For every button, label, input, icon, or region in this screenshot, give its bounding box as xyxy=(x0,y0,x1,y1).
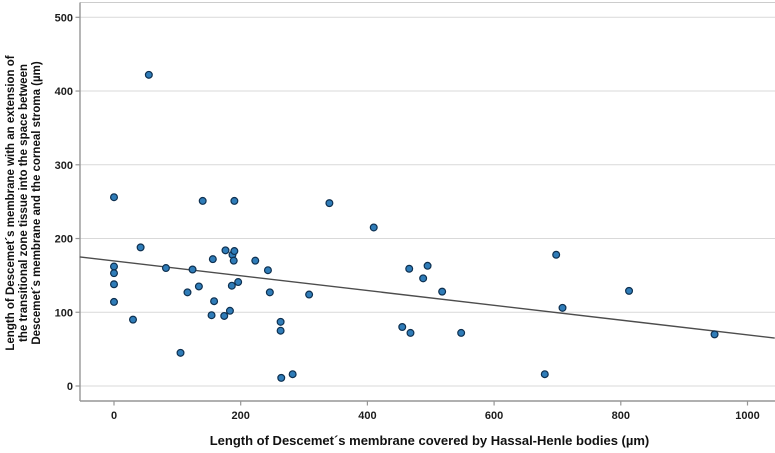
x-tick-label: 1000 xyxy=(735,410,759,422)
data-point xyxy=(263,266,272,275)
data-point xyxy=(161,264,170,273)
data-point xyxy=(230,196,239,205)
y-axis-title-line: Length of Descemet´s membrane with an ex… xyxy=(5,55,17,350)
data-point xyxy=(305,290,314,299)
data-point xyxy=(194,282,203,291)
data-point xyxy=(183,288,192,297)
data-point xyxy=(234,278,243,287)
data-point xyxy=(558,303,567,312)
data-point xyxy=(423,261,432,270)
data-point xyxy=(109,262,118,271)
data-point xyxy=(265,288,274,297)
data-point xyxy=(221,246,230,255)
data-point xyxy=(109,269,118,278)
data-point xyxy=(457,328,466,337)
x-axis-title: Length of Descemet´s membrane covered by… xyxy=(210,433,650,448)
data-point xyxy=(198,196,207,205)
data-point xyxy=(419,274,428,283)
data-point xyxy=(188,265,197,274)
data-point xyxy=(109,193,118,202)
y-tick-label: 300 xyxy=(55,160,73,172)
data-point xyxy=(288,370,297,379)
y-tick-label: 500 xyxy=(55,12,73,24)
data-point xyxy=(210,297,219,306)
data-point xyxy=(438,287,447,296)
data-point xyxy=(276,326,285,335)
data-point xyxy=(405,264,414,273)
data-point xyxy=(325,199,334,208)
y-axis-title-line: Descemet´s membrane and the corneal stro… xyxy=(31,61,43,345)
data-point xyxy=(230,247,239,256)
y-tick-label: 100 xyxy=(55,307,73,319)
x-tick-label: 0 xyxy=(111,410,117,422)
x-tick-label: 400 xyxy=(358,410,376,422)
data-point xyxy=(225,306,234,315)
data-point xyxy=(710,330,719,339)
y-tick-label: 200 xyxy=(55,234,73,246)
data-point xyxy=(277,373,286,382)
data-point xyxy=(552,250,561,259)
x-tick-label: 200 xyxy=(232,410,250,422)
data-point xyxy=(109,280,118,289)
data-point xyxy=(251,256,260,265)
y-tick-label: 400 xyxy=(55,86,73,98)
data-point xyxy=(369,223,378,232)
y-tick-label: 0 xyxy=(67,381,73,393)
data-point xyxy=(540,370,549,379)
data-point xyxy=(229,256,238,265)
data-point xyxy=(227,281,236,290)
data-point xyxy=(129,315,138,324)
x-tick-label: 800 xyxy=(612,410,630,422)
data-point xyxy=(176,348,185,357)
data-point xyxy=(208,255,217,264)
data-point xyxy=(276,317,285,326)
data-point xyxy=(220,311,229,320)
data-point xyxy=(207,311,216,320)
data-point xyxy=(406,328,415,337)
data-point xyxy=(625,286,634,295)
data-point xyxy=(109,297,118,306)
x-tick-label: 600 xyxy=(485,410,503,422)
y-axis-title-line: the transitional zone tissue into the sp… xyxy=(18,64,30,342)
data-point xyxy=(398,323,407,332)
data-point xyxy=(136,243,145,252)
data-point xyxy=(144,70,153,79)
